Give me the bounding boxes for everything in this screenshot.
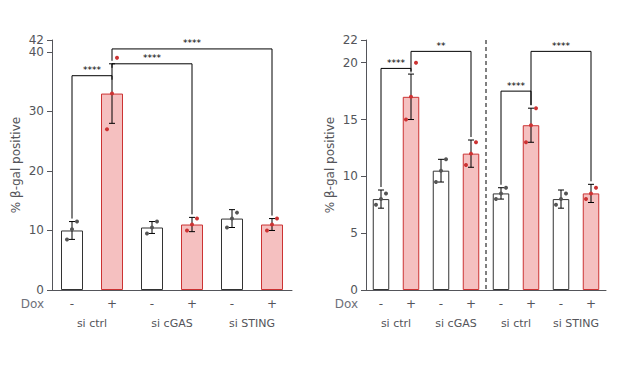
svg-text:-: -: [499, 297, 503, 311]
svg-text:-: -: [559, 297, 563, 311]
svg-text:si ctrl: si ctrl: [501, 317, 531, 330]
svg-text:42: 42: [29, 33, 44, 47]
svg-text:****: ****: [552, 41, 571, 51]
svg-text:****: ****: [83, 65, 102, 75]
svg-text:0: 0: [350, 283, 358, 297]
svg-text:-: -: [379, 297, 383, 311]
svg-text:+: +: [526, 297, 536, 311]
svg-text:Dox: Dox: [335, 297, 358, 311]
svg-text:30: 30: [29, 104, 44, 118]
svg-text:-: -: [70, 297, 74, 311]
svg-text:+: +: [586, 297, 596, 311]
svg-text:+: +: [267, 297, 277, 311]
svg-text:si ctrl: si ctrl: [381, 317, 411, 330]
svg-text:Dox: Dox: [21, 297, 44, 311]
svg-text:-: -: [230, 297, 234, 311]
svg-text:-: -: [439, 297, 443, 311]
svg-text:22: 22: [343, 33, 358, 47]
svg-text:si STING: si STING: [553, 317, 599, 330]
svg-text:40: 40: [29, 45, 44, 59]
svg-text:****: ****: [183, 38, 202, 48]
svg-text:si cGAS: si cGAS: [435, 317, 476, 330]
svg-text:****: ****: [143, 53, 162, 63]
svg-text:****: ****: [387, 58, 406, 68]
svg-text:0: 0: [36, 283, 44, 297]
svg-text:si STING: si STING: [229, 317, 275, 330]
svg-text:10: 10: [29, 223, 44, 237]
svg-text:20: 20: [343, 56, 358, 70]
svg-text:+: +: [406, 297, 416, 311]
svg-text:+: +: [466, 297, 476, 311]
svg-text:20: 20: [29, 164, 44, 178]
svg-text:si cGAS: si cGAS: [151, 317, 192, 330]
svg-text:5: 5: [350, 226, 358, 240]
svg-text:10: 10: [343, 169, 358, 183]
svg-text:+: +: [187, 297, 197, 311]
svg-text:si ctrl: si ctrl: [77, 317, 107, 330]
svg-text:**: **: [437, 41, 447, 51]
svg-text:****: ****: [507, 81, 526, 91]
svg-text:% β-gal positive: % β-gal positive: [323, 117, 337, 213]
svg-text:% β-gal positive: % β-gal positive: [9, 117, 23, 213]
svg-text:+: +: [107, 297, 117, 311]
svg-text:-: -: [150, 297, 154, 311]
svg-text:15: 15: [343, 113, 358, 127]
